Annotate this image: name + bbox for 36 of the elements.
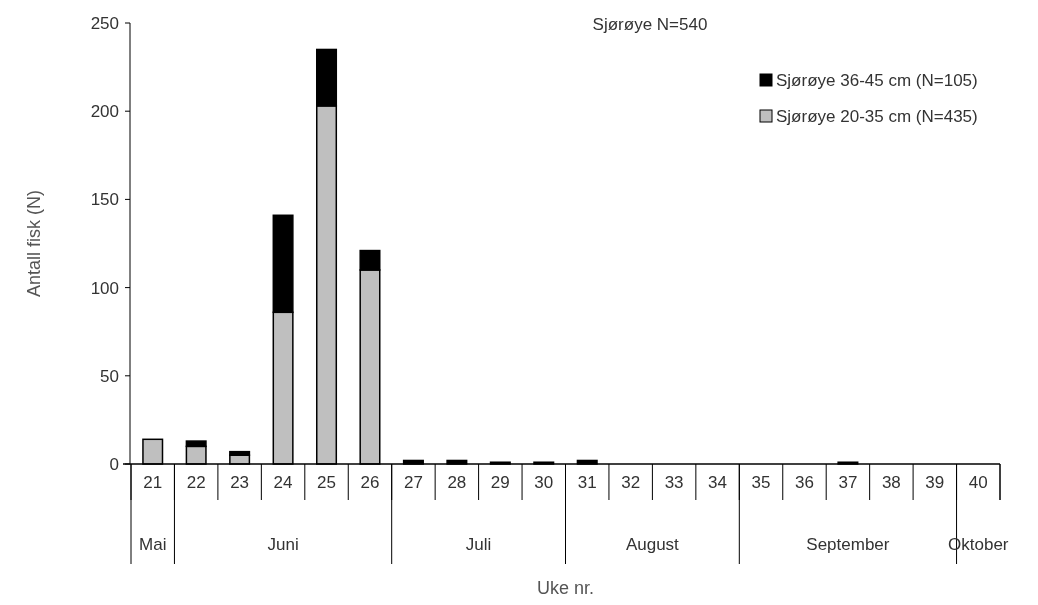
x-tick-label: 32	[621, 472, 641, 492]
x-tick-label: 26	[360, 472, 380, 492]
x-axis-title: Uke nr.	[536, 578, 595, 598]
y-tick-label: 200	[90, 102, 119, 122]
text: Juli	[465, 534, 492, 554]
x-tick-label: 39	[925, 472, 945, 492]
text: September	[806, 534, 890, 554]
x-tick-label: 35	[751, 472, 771, 492]
x-tick-label: 27	[403, 472, 423, 492]
y-axis-title: Antall fisk (N)	[24, 189, 44, 298]
x-tick-label: 29	[490, 472, 510, 492]
x-tick-label: 37	[838, 472, 858, 492]
y-tick-label: 50	[100, 366, 119, 386]
text: Juni	[267, 534, 299, 554]
x-tick-label: 21	[143, 472, 163, 492]
x-tick-label: 28	[447, 472, 467, 492]
x-tick-label: 24	[273, 472, 293, 492]
text: Mai	[139, 534, 167, 554]
x-tick-label: 22	[186, 472, 206, 492]
text: August	[625, 534, 680, 554]
x-tick-label: 31	[577, 472, 597, 492]
y-tick-label: 0	[109, 454, 119, 474]
x-tick-label: 25	[317, 472, 336, 492]
x-tick-label: 33	[664, 472, 684, 492]
legend-label: Sjørøye 36-45 cm (N=105)	[776, 70, 978, 90]
chart-title: Sjørøye N=540	[592, 14, 708, 34]
y-tick-label: 150	[90, 190, 119, 210]
x-tick-label: 34	[708, 472, 728, 492]
legend-label: Sjørøye 20-35 cm (N=435)	[776, 106, 978, 126]
y-tick-label: 250	[90, 13, 119, 33]
x-tick-label: 23	[230, 472, 250, 492]
x-tick-label: 40	[968, 472, 988, 492]
x-tick-label: 38	[881, 472, 901, 492]
y-tick-label: 100	[90, 278, 119, 298]
x-tick-label: 36	[795, 472, 814, 492]
x-tick-label: 30	[534, 472, 554, 492]
